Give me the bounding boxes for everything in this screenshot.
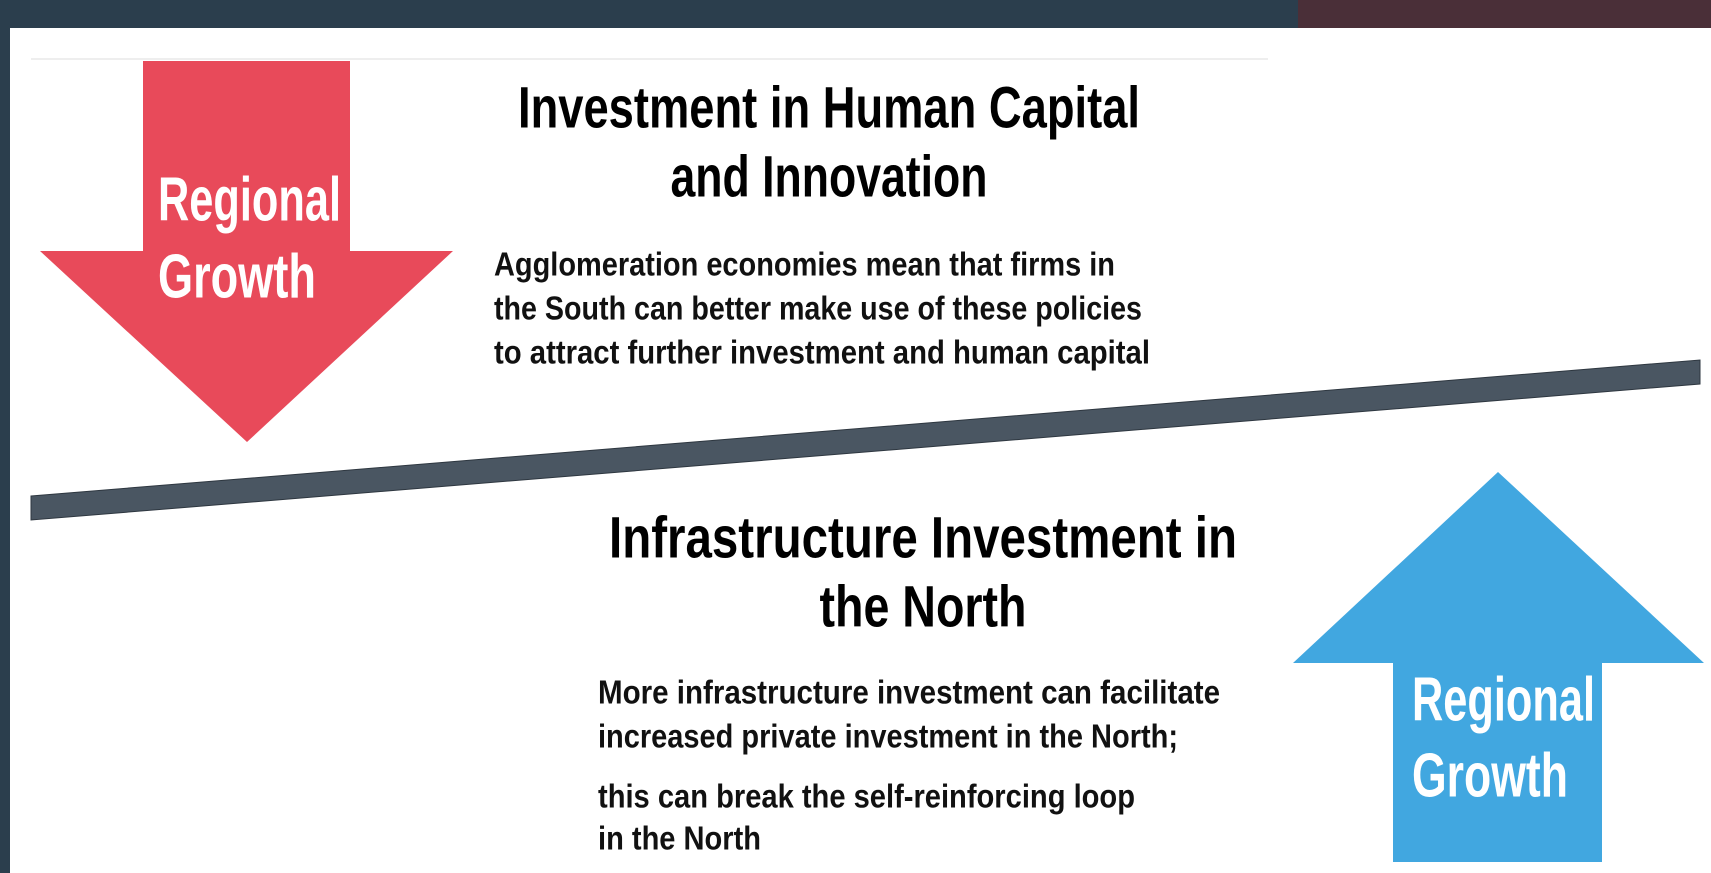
section-title: Infrastructure Investment in	[609, 505, 1237, 570]
paragraph-line: to attract further investment and human …	[494, 334, 1150, 371]
seesaw-bar	[30, 359, 1701, 521]
paragraph-line: increased private investment in the Nort…	[598, 718, 1178, 755]
background-accent	[1298, 0, 1711, 28]
paragraph-line: More infrastructure investment can facil…	[598, 674, 1220, 711]
section-title: and Innovation	[671, 144, 988, 209]
paragraph-line: the South can better make use of these p…	[494, 290, 1142, 327]
down-arrow	[40, 61, 453, 442]
arrow-label: Growth	[158, 242, 316, 311]
arrow-label: Growth	[1412, 741, 1568, 810]
arrow-label: Regional	[1412, 665, 1595, 734]
paragraph-line: Agglomeration economies mean that firms …	[494, 246, 1115, 283]
section-title: Investment in Human Capital	[518, 75, 1140, 140]
paragraph-line: this can break the self-reinforcing loop	[598, 778, 1135, 815]
paragraph-line: in the North	[598, 820, 761, 857]
section-title: the North	[820, 574, 1027, 639]
up-arrow	[1293, 472, 1704, 862]
arrow-label: Regional	[158, 165, 341, 234]
